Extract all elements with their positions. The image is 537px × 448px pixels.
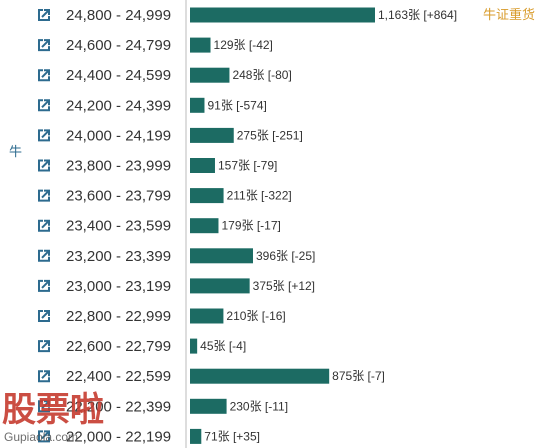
price-range-label: 22,800 - 22,999 [66,308,171,325]
bar-value-label: 1,163张 [+864] [378,8,457,22]
bar [190,158,215,173]
bar [190,428,202,444]
external-link-icon[interactable] [38,69,50,82]
external-link-icon[interactable] [38,159,50,172]
bar-value-label: 91张 [-574] [207,98,266,112]
price-range-label: 23,000 - 23,199 [66,278,171,295]
price-range-label: 22,200 - 22,399 [66,398,171,415]
price-range-label: 24,000 - 24,199 [66,127,171,144]
external-link-icon[interactable] [38,39,50,52]
bar-value-label: 230张 [-11] [230,399,288,413]
bar [190,97,205,113]
external-link-icon[interactable] [38,129,50,142]
bar [190,67,230,83]
bar [190,368,330,384]
price-range-label: 24,400 - 24,599 [66,67,171,84]
bar [190,37,211,53]
watermark-sub-text: Gupiaola.com [4,430,78,444]
bar [190,248,253,264]
price-range-label: 23,800 - 23,999 [66,158,171,175]
site-watermark: 股票啦 Gupiaola.com [2,391,104,444]
bar [190,398,227,414]
bar [190,308,224,324]
bar-value-label: 275张 [-251] [237,128,303,142]
external-link-icon[interactable] [38,370,50,383]
external-link-icon[interactable] [38,279,50,292]
external-link-icon[interactable] [38,189,50,202]
bar [190,278,250,294]
bar [190,338,198,354]
bar [190,188,224,204]
price-range-label: 24,800 - 24,999 [66,7,171,24]
bar-value-label: 210张 [-16] [226,309,285,323]
price-range-label: 22,600 - 22,799 [66,338,171,355]
watermark-main-text: 股票啦 [2,391,104,429]
price-range-label: 23,400 - 23,599 [66,218,171,235]
bar-value-label: 71张 [+35] [204,429,260,443]
price-range-label: 23,600 - 23,799 [66,188,171,205]
bar [190,218,219,234]
chart-rows: 24,800 - 24,999 1,163张 [+864] 24,600 - 24,… [38,7,457,445]
bull-heavy-cargo-badge: 牛证重货 [483,7,535,22]
bar [190,7,375,23]
external-link-icon[interactable] [38,310,50,322]
bar [190,127,234,143]
bar-value-label: 157张 [-79] [218,159,277,173]
price-range-label: 23,200 - 23,399 [66,248,171,265]
price-range-label: 22,000 - 22,199 [66,428,171,445]
external-link-icon[interactable] [38,9,50,21]
bar-value-label: 211张 [-322] [227,189,292,203]
bar-value-label: 375张 [+12] [253,279,315,293]
external-link-icon[interactable] [38,430,50,443]
bull-side-label: 牛 [9,144,22,159]
bar-value-label: 875张 [-7] [332,369,385,383]
external-link-icon[interactable] [38,400,50,413]
bar-value-label: 179张 [-17] [221,219,280,233]
price-range-label: 24,200 - 24,399 [66,97,171,114]
bar-value-label: 248张 [-80] [232,68,291,82]
bar-value-label: 45张 [-4] [200,339,246,353]
external-link-icon[interactable] [38,340,50,353]
bar-value-label: 396张 [-25] [256,249,315,263]
external-link-icon[interactable] [38,249,50,262]
external-link-icon[interactable] [38,219,50,232]
price-range-label: 24,600 - 24,799 [66,37,171,54]
external-link-icon[interactable] [38,99,50,112]
bar-value-label: 129张 [-42] [214,38,273,52]
price-range-label: 22,400 - 22,599 [66,368,171,385]
